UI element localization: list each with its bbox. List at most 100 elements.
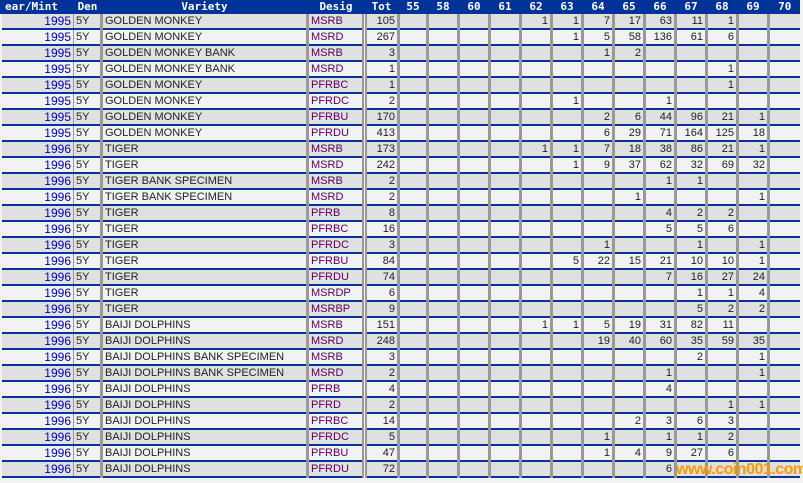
grade-count-cell bbox=[426, 45, 459, 62]
table-row[interactable]: 1995 5Y GOLDEN MONKEY PFRDU 413 6 29 71 164 125 18 bbox=[1, 125, 800, 142]
table-row[interactable]: 1996 5Y TIGER MSRDP 6 1 1 4 bbox=[1, 285, 800, 302]
grade-count-cell: 2 bbox=[674, 205, 707, 222]
denomination-cell: 5Y bbox=[73, 445, 102, 462]
grade-count-cell bbox=[767, 381, 800, 398]
grade-count-cell bbox=[397, 461, 428, 478]
table-row[interactable]: 1995 5Y GOLDEN MONKEY MSRB 105 1 1 7 17 63 11 1 bbox=[1, 14, 800, 30]
grade-count-cell: 1 bbox=[736, 365, 769, 382]
grade-count-cell bbox=[643, 285, 676, 302]
grade-count-cell: 37 bbox=[612, 157, 645, 174]
grade-count-cell bbox=[767, 173, 800, 190]
grade-count-cell: 1 bbox=[550, 93, 583, 110]
grade-count-cell bbox=[519, 253, 552, 270]
total-cell: 2 bbox=[362, 173, 399, 190]
variety-cell: BAIJI DOLPHINS bbox=[100, 413, 308, 430]
column-header[interactable]: 61 bbox=[488, 0, 521, 14]
grade-count-cell: 21 bbox=[705, 141, 738, 158]
variety-cell: TIGER bbox=[100, 141, 308, 158]
grade-count-cell bbox=[488, 349, 521, 366]
designation-cell: PFRDU bbox=[306, 125, 365, 142]
column-header[interactable]: 70 bbox=[767, 0, 800, 14]
table-row[interactable]: 1996 5Y TIGER PFRDC 3 1 1 1 bbox=[1, 237, 800, 254]
grade-count-cell: 6 bbox=[612, 109, 645, 126]
column-header[interactable]: 68 bbox=[705, 0, 738, 14]
variety-cell: BAIJI DOLPHINS BANK SPECIMEN bbox=[100, 365, 308, 382]
table-row[interactable]: 1996 5Y TIGER PFRB 8 4 2 2 bbox=[1, 205, 800, 222]
table-row[interactable]: 1996 5Y BAIJI DOLPHINS BANK SPECIMEN MSRD 2 1… bbox=[1, 365, 800, 382]
year-cell: 1995 bbox=[1, 14, 74, 30]
table-row[interactable]: 1996 5Y TIGER MSRBP 9 5 2 2 bbox=[1, 301, 800, 318]
grade-count-cell bbox=[457, 77, 490, 94]
year-cell: 1995 bbox=[1, 45, 74, 62]
column-header[interactable]: 65 bbox=[612, 0, 645, 14]
column-header[interactable]: Den bbox=[72, 0, 102, 14]
grade-count-cell bbox=[488, 301, 521, 318]
column-header[interactable]: ear/Mint bbox=[0, 0, 74, 14]
column-header[interactable]: Desig bbox=[306, 0, 365, 14]
grade-count-cell: 27 bbox=[674, 445, 707, 462]
table-row[interactable]: 1996 5Y BAIJI DOLPHINS BANK SPECIMEN MSRB 3 2… bbox=[1, 349, 800, 366]
table-row[interactable]: 1995 5Y GOLDEN MONKEY BANK MSRD 1 1 bbox=[1, 61, 800, 78]
table-row[interactable]: 1996 5Y BAIJI DOLPHINS PFRDC 5 1 1 1 2 bbox=[1, 429, 800, 446]
grade-count-cell: 35 bbox=[736, 333, 769, 350]
column-header[interactable]: 62 bbox=[519, 0, 552, 14]
column-header[interactable]: Variety bbox=[100, 0, 308, 14]
table-row[interactable]: 1996 5Y TIGER BANK SPECIMEN MSRD 2 1 1 bbox=[1, 189, 800, 206]
table-row[interactable]: 1996 5Y BAIJI DOLPHINS PFRD 2 1 1 bbox=[1, 397, 800, 414]
grade-count-cell bbox=[612, 205, 645, 222]
table-row[interactable]: 1996 5Y BAIJI DOLPHINS PFRDU 72 6 bbox=[1, 461, 800, 478]
grade-count-cell bbox=[767, 285, 800, 302]
table-row[interactable]: 1995 5Y GOLDEN MONKEY PFRBU 170 2 6 44 96 21 1 bbox=[1, 109, 800, 126]
grade-count-cell bbox=[612, 301, 645, 318]
grade-count-cell: 44 bbox=[643, 109, 676, 126]
designation-cell: PFRBC bbox=[306, 413, 365, 430]
grade-count-cell bbox=[705, 461, 738, 478]
table-row[interactable]: 1996 5Y TIGER BANK SPECIMEN MSRB 2 1 1 bbox=[1, 173, 800, 190]
grade-count-cell: 1 bbox=[643, 93, 676, 110]
column-header[interactable]: Tot bbox=[363, 0, 399, 14]
year-cell: 1995 bbox=[1, 29, 74, 46]
column-header[interactable]: 69 bbox=[736, 0, 769, 14]
table-row[interactable]: 1996 5Y TIGER PFRBU 84 5 22 15 21 10 10 1 bbox=[1, 253, 800, 270]
denomination-cell: 5Y bbox=[73, 349, 102, 366]
table-row[interactable]: 1995 5Y GOLDEN MONKEY BANK MSRB 3 1 2 bbox=[1, 45, 800, 62]
total-cell: 16 bbox=[362, 221, 399, 238]
table-row[interactable]: 1995 5Y GOLDEN MONKEY PFRDC 2 1 1 bbox=[1, 93, 800, 110]
table-row[interactable]: 1996 5Y TIGER MSRB 173 1 1 7 18 38 86 21 1 bbox=[1, 141, 800, 158]
column-header[interactable]: 67 bbox=[674, 0, 707, 14]
column-header[interactable]: 55 bbox=[397, 0, 428, 14]
year-cell: 1996 bbox=[1, 205, 74, 222]
column-header[interactable]: 58 bbox=[426, 0, 459, 14]
grade-count-cell bbox=[581, 381, 614, 398]
grade-count-cell bbox=[397, 285, 428, 302]
grade-count-cell bbox=[674, 93, 707, 110]
table-row[interactable]: 1996 5Y BAIJI DOLPHINS MSRD 248 19 40 60 35 59 35 bbox=[1, 333, 800, 350]
grade-count-cell bbox=[457, 157, 490, 174]
grade-count-cell bbox=[550, 173, 583, 190]
variety-cell: BAIJI DOLPHINS bbox=[100, 317, 308, 334]
grade-count-cell bbox=[550, 445, 583, 462]
table-row[interactable]: 1996 5Y TIGER MSRD 242 1 9 37 62 32 69 32 bbox=[1, 157, 800, 174]
grade-count-cell: 21 bbox=[643, 253, 676, 270]
grade-count-cell bbox=[426, 77, 459, 94]
table-row[interactable]: 1996 5Y TIGER PFRBC 16 5 5 6 bbox=[1, 221, 800, 238]
grade-count-cell bbox=[519, 397, 552, 414]
grade-count-cell bbox=[581, 413, 614, 430]
column-header[interactable]: 64 bbox=[581, 0, 614, 14]
table-row[interactable]: 1995 5Y GOLDEN MONKEY PFRBC 1 1 bbox=[1, 77, 800, 94]
total-cell: 9 bbox=[362, 301, 399, 318]
table-row[interactable]: 1996 5Y BAIJI DOLPHINS MSRB 151 1 1 5 19 31 82 11 bbox=[1, 317, 800, 334]
table-row[interactable]: 1996 5Y TIGER PFRDU 74 7 16 27 24 bbox=[1, 269, 800, 286]
table-row[interactable]: 1996 5Y BAIJI DOLPHINS PFRBC 14 2 3 6 3 bbox=[1, 413, 800, 430]
designation-cell: PFRBU bbox=[306, 445, 365, 462]
column-header[interactable]: 66 bbox=[643, 0, 676, 14]
grade-count-cell bbox=[550, 333, 583, 350]
table-row[interactable]: 1995 5Y GOLDEN MONKEY MSRD 267 1 5 58 136 61 6 bbox=[1, 29, 800, 46]
table-row[interactable]: 1996 5Y BAIJI DOLPHINS PFRB 4 4 bbox=[1, 381, 800, 398]
table-row[interactable]: 1996 5Y BAIJI DOLPHINS PFRBU 47 1 4 9 27 6 bbox=[1, 445, 800, 462]
grade-count-cell bbox=[705, 365, 738, 382]
column-header[interactable]: 63 bbox=[550, 0, 583, 14]
grade-count-cell: 1 bbox=[550, 14, 583, 30]
grade-count-cell bbox=[426, 413, 459, 430]
column-header[interactable]: 60 bbox=[457, 0, 490, 14]
